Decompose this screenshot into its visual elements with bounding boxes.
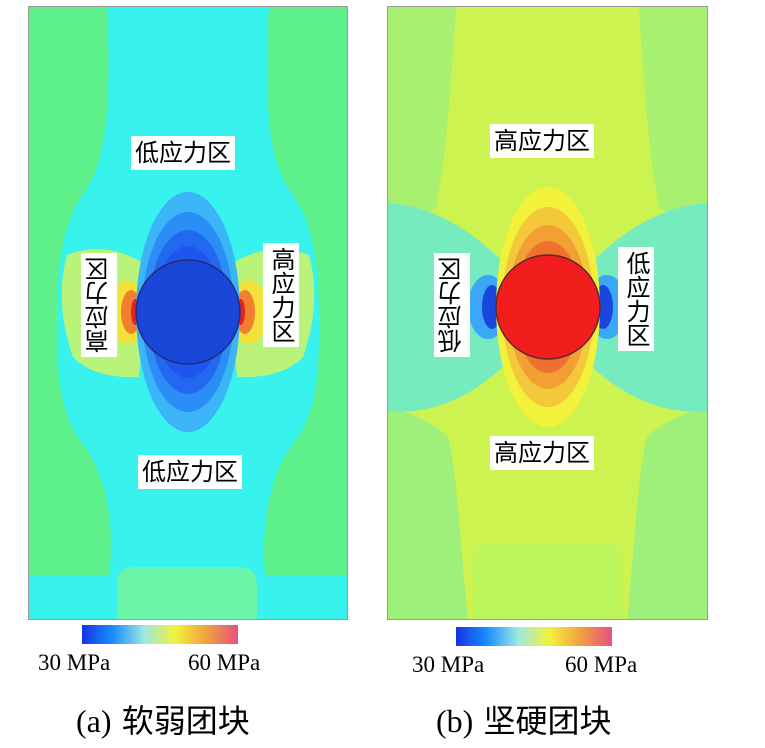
top-left-green-zone: [388, 7, 456, 222]
colorbar: [82, 625, 238, 644]
colorbar-min-label: 30 MPa: [412, 652, 485, 677]
top-zone-label: 低应力区: [131, 136, 235, 170]
caption-index: (b): [436, 703, 474, 739]
caption-text: 坚硬团块: [483, 702, 612, 740]
right-zone-label: 低应力区: [618, 247, 654, 351]
soft-stress-contour-plot: [29, 7, 347, 619]
colorbar-max-label: 60 MPa: [565, 652, 638, 677]
hard-inclusion-circle: [495, 254, 601, 360]
panel-soft-inclusion: 低应力区 低应力区 高应力区 高应力区: [28, 6, 348, 620]
left-zone-label: 高应力区: [81, 253, 117, 357]
caption-hard: (b) 坚硬团块: [436, 696, 612, 742]
bottom-left-green-zone: [388, 407, 468, 619]
panel-hard-inclusion: 高应力区 高应力区 低应力区 低应力区: [387, 6, 708, 620]
caption-index: (a): [76, 703, 112, 739]
soft-inclusion-circle: [135, 259, 241, 365]
caption-text: 软弱团块: [121, 702, 250, 740]
top-right-green-zone: [639, 7, 707, 222]
bottom-green-lobe: [117, 567, 257, 619]
bottom-lobe: [474, 543, 622, 619]
left-zone-label: 低应力区: [434, 253, 470, 357]
colorbar: [456, 627, 612, 646]
bottom-zone-label: 高应力区: [490, 436, 594, 470]
colorbar-max-label: 60 MPa: [188, 650, 261, 675]
bottom-zone-label: 低应力区: [138, 455, 242, 489]
colorbar-min-label: 30 MPa: [38, 650, 111, 675]
caption-soft: (a) 软弱团块: [76, 696, 250, 742]
bottom-right-green-zone: [627, 407, 707, 619]
top-zone-label: 高应力区: [490, 124, 594, 158]
right-zone-label: 高应力区: [263, 243, 299, 347]
